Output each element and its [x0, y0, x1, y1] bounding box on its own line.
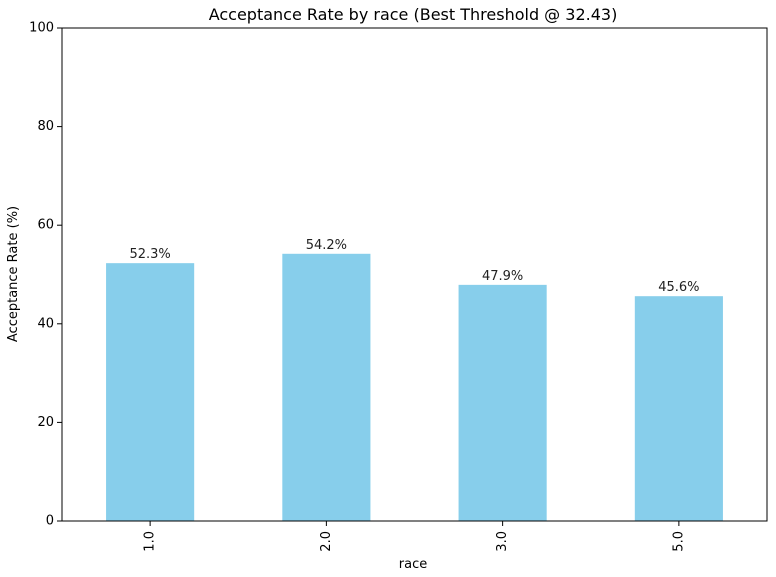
y-tick-label-40: 40: [37, 316, 54, 331]
y-tick-label-60: 60: [37, 218, 54, 233]
bar-3.0: [458, 284, 547, 521]
x-tick-label-1.0: 1.0: [143, 531, 158, 552]
y-tick-label-20: 20: [37, 415, 54, 430]
chart-title: Acceptance Rate by race (Best Threshold …: [209, 5, 618, 24]
y-tick-label-0: 0: [46, 514, 54, 529]
y-axis-label: Acceptance Rate (%): [6, 206, 21, 342]
data-label-5.0: 45.6%: [658, 280, 699, 295]
x-tick-label-3.0: 3.0: [495, 531, 510, 552]
bar-2.0: [282, 253, 371, 521]
x-tick-label-2.0: 2.0: [319, 531, 334, 552]
plot-area: 52.3% 1.0 54.2% 2.0 47.9% 3.0 45.6% 5.0 0 20 40 60 8…: [29, 21, 768, 552]
data-label-3.0: 47.9%: [482, 269, 523, 284]
bar-1.0: [106, 263, 195, 521]
y-tick-label-80: 80: [37, 119, 54, 134]
axes-frame: [61, 27, 768, 522]
bar-5.0: [634, 296, 723, 521]
data-label-1.0: 52.3%: [129, 247, 170, 262]
x-axis-label: race: [399, 557, 427, 572]
y-tick-label-100: 100: [29, 21, 54, 36]
data-label-2.0: 54.2%: [306, 238, 347, 253]
x-tick-label-5.0: 5.0: [671, 531, 686, 552]
